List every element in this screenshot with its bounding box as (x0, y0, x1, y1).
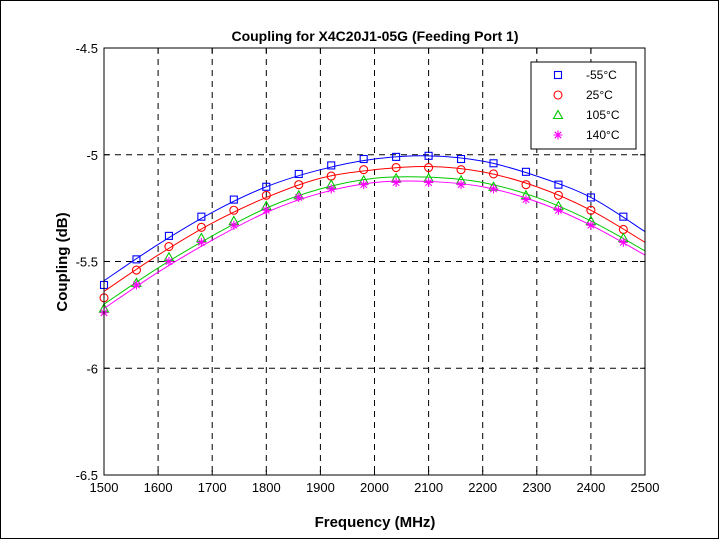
data-point (424, 151, 433, 160)
data-point (618, 237, 628, 247)
data-point (131, 265, 142, 275)
data-point (456, 165, 466, 175)
data-point (262, 182, 271, 191)
data-point (488, 169, 499, 179)
x-tick-label: 2100 (414, 480, 443, 495)
data-point (553, 190, 563, 200)
data-point (586, 193, 595, 202)
x-tick-label: 2300 (522, 480, 551, 495)
data-point (294, 169, 303, 179)
legend-label: 105°C (586, 108, 620, 122)
chart-title: Coupling for X4C20J1-05G (Feeding Port 1… (231, 28, 518, 44)
legend-marker (552, 109, 564, 120)
data-point (586, 205, 596, 215)
y-tick-label: -6.5 (76, 468, 98, 483)
legend-label: -55°C (586, 68, 617, 82)
x-tick-label: 2200 (468, 480, 497, 495)
legend-marker (553, 70, 563, 80)
y-tick-label: -4.5 (76, 41, 98, 56)
data-point (294, 180, 304, 190)
data-point (164, 257, 174, 266)
legend-label: 25°C (586, 88, 613, 102)
legend: -55°C 25°C 105°C 140°C (530, 61, 637, 150)
data-point (359, 154, 368, 164)
x-tick-label: 1900 (306, 480, 335, 495)
data-point (392, 152, 401, 161)
data-point (294, 192, 304, 202)
series-square (99, 151, 646, 290)
data-point (261, 190, 271, 200)
data-point (131, 280, 141, 290)
legend-marker (553, 130, 563, 140)
series-asterisk (99, 178, 646, 318)
data-point (554, 180, 563, 189)
y-tick-label: -5.5 (76, 255, 98, 270)
data-point (489, 159, 498, 168)
data-point (359, 180, 369, 190)
data-point (229, 205, 239, 215)
x-tick-label: 1500 (90, 480, 119, 495)
data-point (261, 205, 271, 215)
data-point (391, 163, 401, 173)
data-point (619, 212, 628, 221)
data-point (229, 195, 238, 204)
data-point (197, 212, 206, 221)
data-point (391, 178, 401, 188)
data-point (196, 222, 206, 232)
data-point (521, 180, 531, 190)
data-point (456, 180, 466, 190)
y-tick-label: -5 (86, 148, 98, 163)
x-tick-label: 2500 (631, 480, 660, 495)
x-axis-title: Frequency (MHz) (315, 514, 436, 531)
data-point (424, 178, 434, 188)
series-line (103, 176, 646, 305)
x-tick-label: 2400 (576, 480, 605, 495)
data-point (424, 163, 434, 173)
legend-label: 140°C (586, 128, 620, 142)
y-tick-label: -6 (86, 361, 98, 376)
ticks: 1500 1600 1700 1800 1900 2000 2100 2200 2300 2400… (76, 41, 660, 495)
data-point (586, 220, 596, 230)
series-triangle (98, 172, 646, 313)
data-point (553, 205, 563, 215)
data-point (521, 167, 531, 176)
data-point (164, 231, 173, 240)
data-point (359, 165, 369, 175)
data-point (489, 184, 499, 194)
data-point (164, 242, 174, 252)
series-line (103, 165, 646, 292)
legend-box (530, 61, 637, 150)
data-point (327, 161, 336, 170)
data-point (196, 237, 206, 247)
series-group (98, 151, 646, 318)
x-tick-label: 1800 (252, 480, 281, 495)
y-axis-title: Coupling (dB) (54, 212, 71, 311)
data-point (326, 184, 336, 194)
series-line (103, 180, 646, 309)
x-tick-label: 1700 (198, 480, 227, 495)
data-point (457, 154, 466, 164)
x-tick-label: 1600 (144, 480, 173, 495)
data-point (132, 255, 141, 264)
legend-marker (553, 90, 563, 100)
data-point (521, 195, 531, 205)
series-line (103, 155, 646, 282)
series-circle (99, 163, 646, 303)
data-point (229, 220, 239, 230)
x-tick-label: 2000 (360, 480, 389, 495)
